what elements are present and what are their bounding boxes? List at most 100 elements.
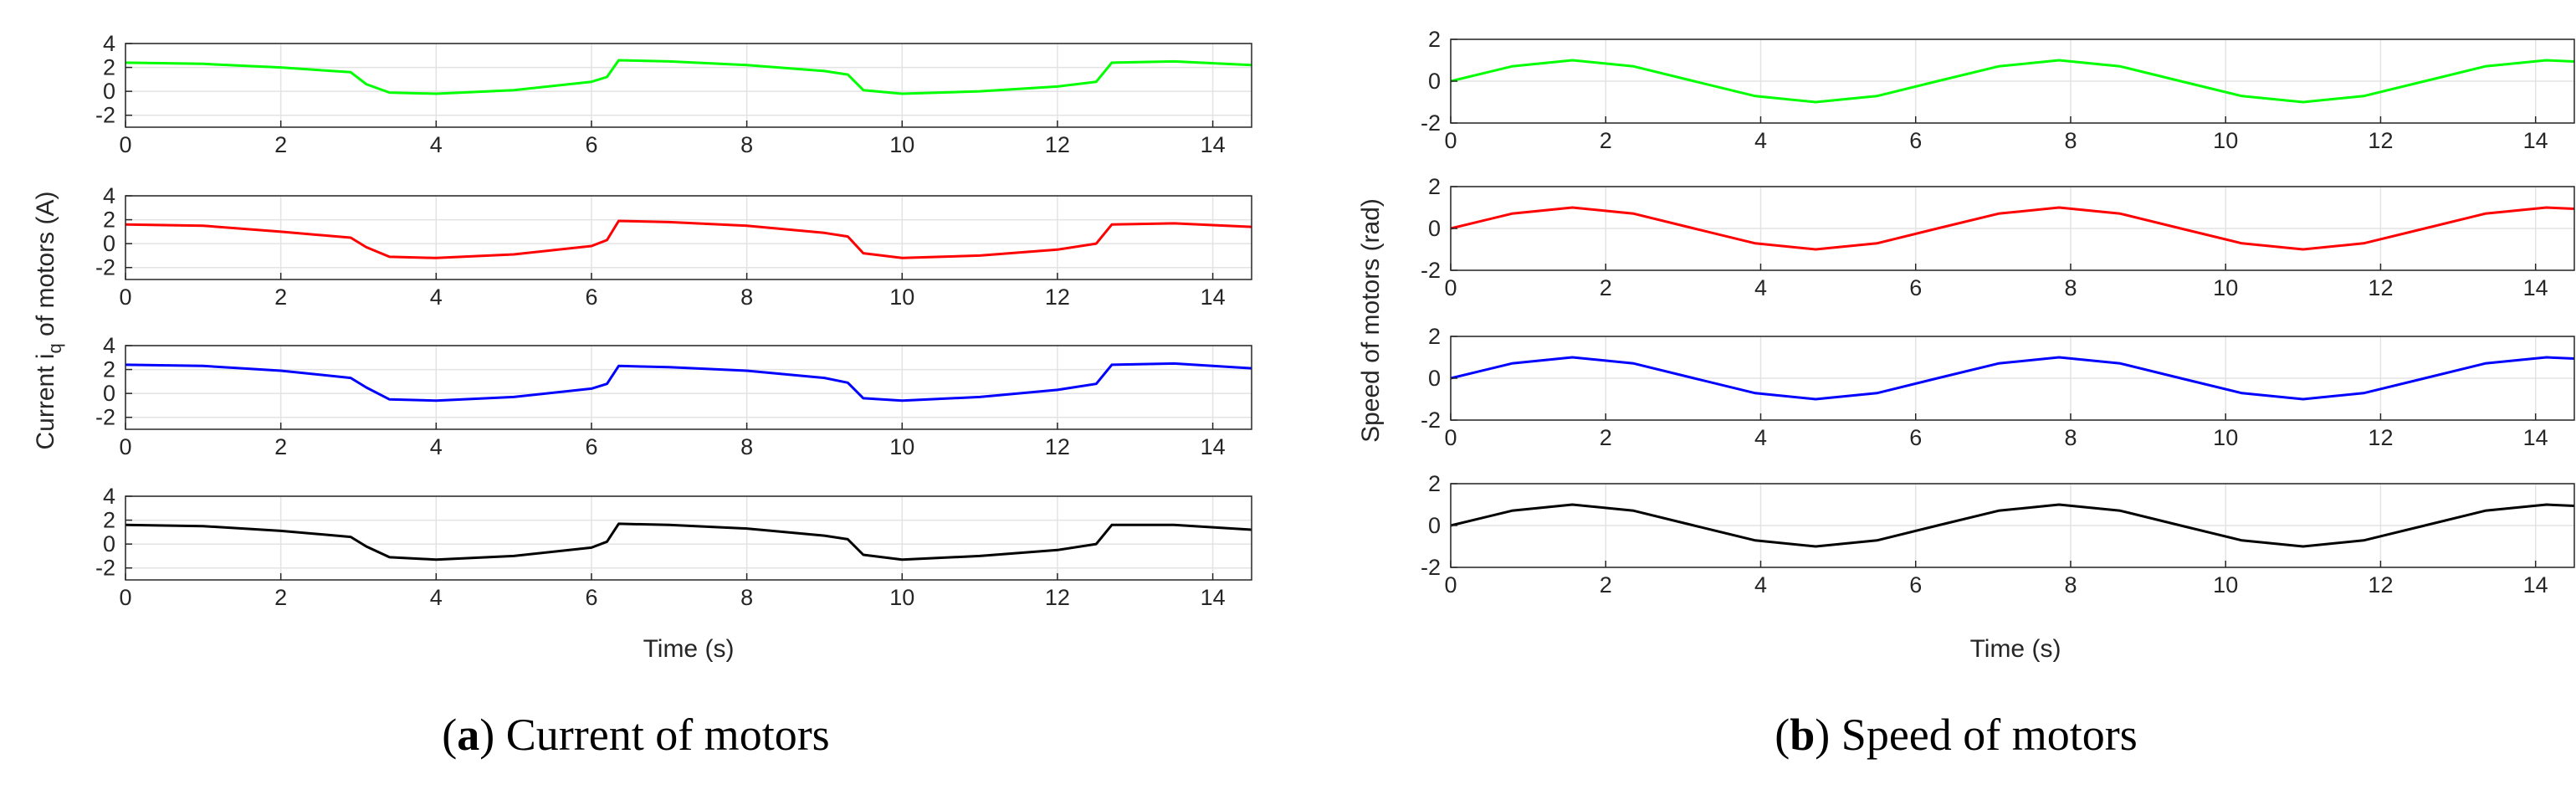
speed-xtick-label: 0 <box>1444 128 1457 153</box>
caption-a-letter: a <box>457 710 479 760</box>
speed-xtick-label: 6 <box>1909 128 1922 153</box>
speed-xtick-label: 2 <box>1600 425 1612 450</box>
speed-xtick-label: 8 <box>2064 425 2077 450</box>
current-ytick-label: 2 <box>103 208 115 233</box>
speed-ytick-label: 0 <box>1428 69 1441 94</box>
current-xtick-label: 6 <box>585 132 597 157</box>
speed-xtick-label: 2 <box>1600 275 1612 300</box>
current-xtick-label: 2 <box>274 285 287 310</box>
speed-xtick-label: 14 <box>2523 275 2548 300</box>
current-xtick-label: 10 <box>889 132 914 157</box>
current-ytick-label: 0 <box>103 79 115 104</box>
current-plot-area-4 <box>125 496 1252 580</box>
speed-xtick-label: 4 <box>1754 275 1767 300</box>
current-ytick-label: 2 <box>103 55 115 80</box>
speed-xtick-label: 12 <box>2368 275 2393 300</box>
ylabel-current-tail: of motors (A) <box>32 192 59 344</box>
speed-subplot-1: 0 2 4 6 8 10 12 14-202 <box>1421 27 2575 153</box>
speed-ytick-label: 0 <box>1428 366 1441 391</box>
caption-b: (b) Speed of motors <box>1775 710 2137 760</box>
ylabel-current-main: Current i <box>32 353 59 449</box>
speed-subplot-4: 0 2 4 6 8 10 12 14-202 <box>1421 471 2575 597</box>
current-ytick-label: 4 <box>103 183 115 208</box>
current-axes-box-2 <box>125 195 1252 280</box>
speed-xtick-label: 4 <box>1754 572 1767 597</box>
caption-a-text: Current of motors <box>506 710 830 760</box>
speed-xtick-label: 0 <box>1444 572 1457 597</box>
speed-xtick-label: 12 <box>2368 128 2393 153</box>
current-ytick-label: 2 <box>103 508 115 533</box>
current-series-motor-1 <box>125 59 1252 95</box>
current-xtick-label: 14 <box>1201 585 1226 610</box>
current-plot-area-2 <box>125 196 1252 279</box>
current-axes-box-3 <box>125 345 1252 430</box>
current-ytick-label: 2 <box>103 357 115 382</box>
speed-xtick-label: 10 <box>2213 425 2238 450</box>
current-xtick-label: 6 <box>585 585 597 610</box>
speed-xtick-label: 8 <box>2064 275 2077 300</box>
current-ytick-label: -2 <box>95 103 115 128</box>
current-axes-box-1 <box>125 43 1252 128</box>
speed-xtick-label: 6 <box>1909 275 1922 300</box>
current-ytick-label: 4 <box>103 333 115 358</box>
current-xtick-label: 12 <box>1045 285 1070 310</box>
speed-series-motor-4 <box>1450 503 2575 548</box>
caption-b-letter: b <box>1790 710 1815 760</box>
current-series-motor-2 <box>125 219 1252 259</box>
speed-xtick-label: 10 <box>2213 572 2238 597</box>
current-xtick-label: 4 <box>430 132 443 157</box>
caption-a: (a) Current of motors <box>442 710 829 760</box>
current-ytick-label: 0 <box>103 381 115 406</box>
speed-xtick-label: 8 <box>2064 572 2077 597</box>
speed-ytick-label: -2 <box>1421 110 1441 136</box>
speed-xtick-label: 4 <box>1754 425 1767 450</box>
current-xtick-label: 10 <box>889 434 914 459</box>
speed-ytick-label: -2 <box>1421 258 1441 283</box>
current-xtick-label: 4 <box>430 285 443 310</box>
speed-xtick-label: 14 <box>2523 425 2548 450</box>
current-ytick-label: -2 <box>95 405 115 430</box>
current-xtick-label: 6 <box>585 285 597 310</box>
speed-xtick-label: 6 <box>1909 572 1922 597</box>
current-xtick-label: 12 <box>1045 585 1070 610</box>
current-ytick-label: 0 <box>103 231 115 256</box>
current-xtick-label: 14 <box>1201 132 1226 157</box>
current-xtick-label: 14 <box>1201 434 1226 459</box>
current-xtick-label: 2 <box>274 434 287 459</box>
current-xtick-label: 0 <box>119 285 131 310</box>
current-ytick-label: 4 <box>103 484 115 509</box>
speed-ytick-label: 0 <box>1428 216 1441 241</box>
speed-xtick-label: 0 <box>1444 425 1457 450</box>
speed-xtick-label: 12 <box>2368 572 2393 597</box>
current-xtick-label: 14 <box>1201 285 1226 310</box>
current-xtick-label: 8 <box>740 285 753 310</box>
current-ytick-label: -2 <box>95 556 115 581</box>
caption-b-text: Speed of motors <box>1841 710 2138 760</box>
speed-ytick-label: 2 <box>1428 324 1441 349</box>
speed-xtick-label: 4 <box>1754 128 1767 153</box>
current-ytick-label: 4 <box>103 31 115 56</box>
speed-xtick-label: 14 <box>2523 128 2548 153</box>
speed-series-motor-2 <box>1450 206 2575 251</box>
speed-series-motor-1 <box>1450 59 2575 104</box>
current-series-motor-4 <box>125 522 1252 562</box>
speed-xtick-label: 14 <box>2523 572 2548 597</box>
current-ytick-label: 0 <box>103 531 115 556</box>
speed-xtick-label: 10 <box>2213 128 2238 153</box>
current-xtick-label: 0 <box>119 585 131 610</box>
xlabel-current: Time (s) <box>643 635 735 663</box>
ylabel-current: Current iq of motors (A) <box>32 192 65 450</box>
ylabel-current-subscript: q <box>44 343 65 353</box>
current-xtick-label: 2 <box>274 585 287 610</box>
speed-series-motor-3 <box>1450 356 2575 401</box>
current-xtick-label: 8 <box>740 585 753 610</box>
speed-xtick-label: 10 <box>2213 275 2238 300</box>
current-xtick-label: 10 <box>889 285 914 310</box>
speed-xtick-label: 8 <box>2064 128 2077 153</box>
speed-ytick-label: 2 <box>1428 471 1441 496</box>
